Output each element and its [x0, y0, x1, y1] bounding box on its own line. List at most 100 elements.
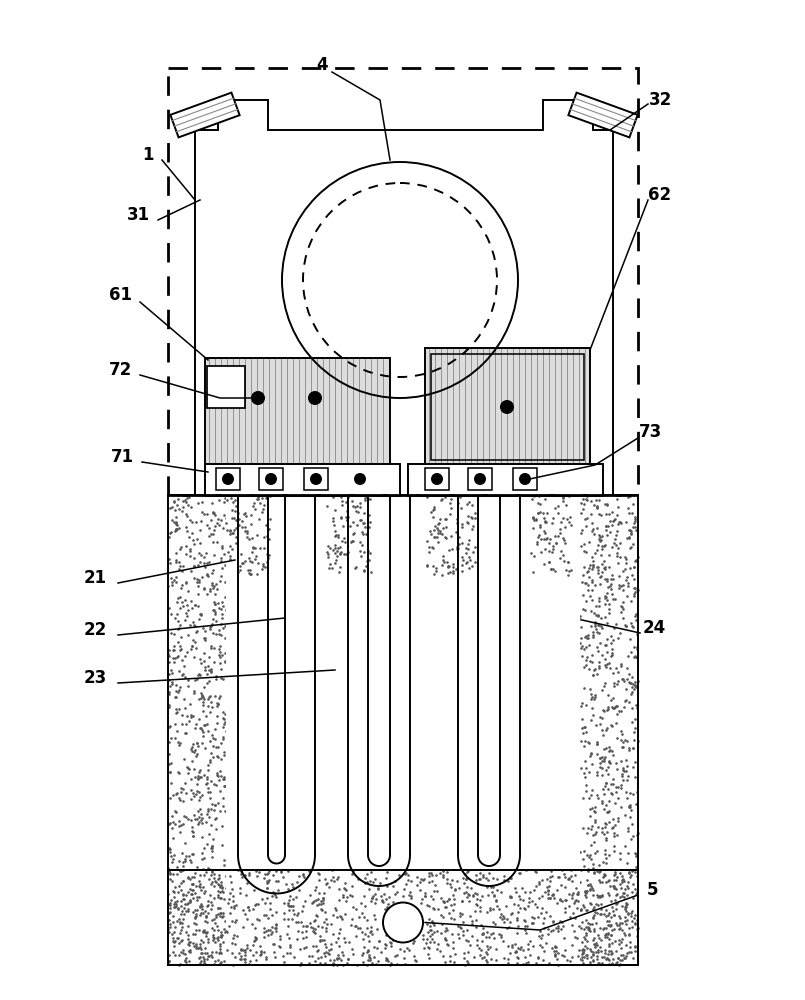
Point — [391, 911, 404, 927]
Point — [262, 879, 275, 895]
Point — [205, 699, 218, 715]
Point — [168, 610, 181, 626]
Point — [173, 679, 186, 695]
Point — [484, 939, 497, 955]
Point — [292, 890, 305, 906]
Point — [174, 824, 187, 840]
Point — [559, 869, 572, 885]
Point — [580, 902, 592, 918]
Point — [544, 954, 557, 970]
Point — [324, 868, 337, 884]
Point — [163, 947, 175, 963]
Point — [252, 555, 265, 571]
Point — [580, 825, 593, 841]
Point — [470, 902, 483, 918]
Point — [347, 946, 360, 962]
Point — [218, 574, 231, 590]
Point — [440, 519, 452, 535]
Point — [602, 913, 615, 929]
Point — [457, 885, 470, 901]
Point — [528, 512, 541, 528]
Point — [549, 948, 562, 964]
Point — [481, 887, 494, 903]
Point — [170, 704, 183, 720]
Point — [170, 896, 183, 912]
Point — [510, 944, 522, 960]
Point — [189, 716, 202, 732]
Point — [546, 886, 559, 902]
Point — [188, 909, 201, 925]
Point — [428, 877, 441, 893]
Point — [252, 488, 265, 504]
Point — [595, 618, 608, 634]
Point — [401, 897, 414, 913]
Point — [628, 845, 641, 861]
Point — [607, 819, 620, 835]
Point — [625, 919, 638, 935]
Point — [477, 937, 490, 953]
Point — [205, 664, 218, 680]
Point — [242, 899, 254, 915]
Point — [170, 689, 183, 705]
Point — [263, 951, 276, 967]
Point — [447, 943, 460, 959]
Point — [533, 890, 546, 906]
Point — [618, 950, 631, 966]
Point — [600, 775, 613, 791]
Point — [347, 924, 360, 940]
Point — [628, 588, 641, 604]
Point — [617, 871, 630, 887]
Point — [526, 509, 539, 525]
Point — [543, 543, 556, 559]
Point — [423, 895, 436, 911]
Point — [258, 907, 270, 923]
Point — [524, 884, 537, 900]
Point — [586, 856, 599, 872]
Point — [532, 950, 545, 966]
Point — [452, 495, 464, 511]
Point — [331, 930, 344, 946]
Point — [439, 954, 452, 970]
Point — [584, 557, 597, 573]
Point — [613, 915, 626, 931]
Point — [164, 625, 177, 641]
Point — [595, 722, 608, 738]
Point — [605, 648, 617, 664]
Point — [574, 538, 587, 554]
Point — [211, 883, 224, 899]
Point — [534, 504, 547, 520]
Point — [419, 911, 431, 927]
Point — [184, 771, 197, 787]
Point — [444, 495, 456, 511]
Point — [626, 519, 639, 535]
Point — [572, 893, 584, 909]
Point — [483, 939, 496, 955]
Bar — [259, 468, 283, 490]
Point — [180, 608, 193, 624]
Point — [200, 586, 213, 602]
Point — [187, 882, 200, 898]
Point — [620, 572, 633, 588]
Point — [480, 952, 493, 968]
Point — [530, 938, 543, 954]
Point — [213, 783, 226, 799]
Point — [369, 891, 382, 907]
Point — [177, 499, 190, 515]
Point — [574, 902, 587, 918]
Point — [302, 884, 315, 900]
Point — [523, 933, 536, 949]
Point — [300, 941, 313, 957]
Point — [629, 916, 642, 932]
Point — [598, 561, 611, 577]
Point — [243, 886, 256, 902]
Point — [263, 488, 276, 504]
Point — [436, 950, 449, 966]
Point — [317, 914, 330, 930]
Point — [609, 864, 621, 880]
Point — [584, 943, 597, 959]
Point — [629, 881, 642, 897]
Point — [168, 933, 181, 949]
Point — [169, 816, 182, 832]
Point — [163, 555, 176, 571]
Point — [569, 929, 582, 945]
